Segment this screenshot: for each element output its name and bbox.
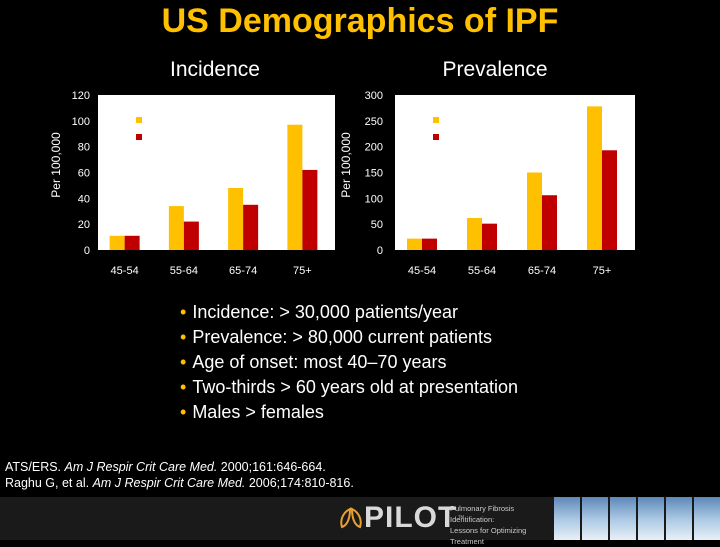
legend-label-female: Female xyxy=(149,132,186,144)
reference-1: ATS/ERS. Am J Respir Crit Care Med. 2000… xyxy=(5,460,326,474)
y-tick-label: 20 xyxy=(78,219,90,231)
y-tick-label: 60 xyxy=(78,168,90,180)
y-tick-label: 0 xyxy=(84,245,90,257)
bar-female-55-64 xyxy=(482,223,497,250)
x-tick-label: 75+ xyxy=(293,265,312,277)
bar-female-55-64 xyxy=(183,221,199,250)
bullet-item: • Age of onset: most 40–70 years xyxy=(180,352,447,372)
y-tick-label: 200 xyxy=(365,142,383,154)
legend-label-male: Male xyxy=(149,115,173,127)
bullet-item: • Males > females xyxy=(180,402,324,422)
bar-charts: 0 20 40 60 80 100 120 Per 100,000 45-54 55-64 65-7… xyxy=(49,90,635,277)
incidence-chart-title: Incidence xyxy=(170,58,260,81)
bar-male-55-64 xyxy=(467,217,482,250)
slide-title: US Demographics of IPF xyxy=(161,2,559,40)
y-tick-label: 100 xyxy=(365,193,383,205)
legend-swatch-female xyxy=(433,134,439,140)
bar-female-75+ xyxy=(602,150,617,250)
x-tick-label: 55-64 xyxy=(468,265,496,277)
y-tick-label: 40 xyxy=(78,193,90,205)
bar-female-75+ xyxy=(302,169,318,250)
key-facts-list: • Incidence: > 30,000 patients/year • Prev… xyxy=(180,300,518,425)
legend-swatch-male xyxy=(136,117,142,123)
legend-swatch-female xyxy=(136,134,142,140)
legend-swatch-male xyxy=(433,117,439,123)
x-tick-label: 55-64 xyxy=(170,265,198,277)
bar-female-65-74 xyxy=(243,204,259,250)
prevalence-chart-title: Prevalence xyxy=(442,58,548,81)
bullet-item: • Prevalence: > 80,000 current patients xyxy=(180,327,493,347)
bar-female-45-54 xyxy=(124,235,140,250)
x-tick-label: 45-54 xyxy=(111,265,139,277)
y-tick-label: 100 xyxy=(72,116,90,128)
y-axis-label: Per 100,000 xyxy=(49,132,63,198)
x-tick-label: 45-54 xyxy=(408,265,436,277)
logo-text: PILOT xyxy=(364,501,458,534)
legend-label-male: Male xyxy=(446,115,470,127)
bar-male-45-54 xyxy=(407,238,422,250)
reference-2: Raghu G, et al. Am J Respir Crit Care Me… xyxy=(5,476,354,490)
pilot-logo: PILOT ™ xyxy=(338,500,464,536)
bar-female-65-74 xyxy=(542,195,557,250)
y-tick-label: 300 xyxy=(365,90,383,102)
bar-male-45-54 xyxy=(109,235,125,250)
y-tick-label: 120 xyxy=(72,90,90,102)
footer-bar: PILOT ™ Pulmonary Fibrosis Identification… xyxy=(0,497,720,546)
bar-male-65-74 xyxy=(527,172,542,250)
x-tick-label: 65-74 xyxy=(528,265,556,277)
bullet-item: • Two-thirds > 60 years old at presentati… xyxy=(180,377,518,397)
y-tick-label: 250 xyxy=(365,116,383,128)
sky-photo-strip xyxy=(552,497,720,540)
y-tick-label: 80 xyxy=(78,142,90,154)
bar-female-45-54 xyxy=(422,238,437,250)
y-axis-label: Per 100,000 xyxy=(339,132,353,198)
legend-label-female: Female xyxy=(446,132,483,144)
bar-male-65-74 xyxy=(228,188,244,250)
lungs-icon xyxy=(340,507,362,529)
bar-male-55-64 xyxy=(168,206,184,250)
bar-male-75+ xyxy=(587,106,602,250)
logo-tagline: Pulmonary Fibrosis Identification: Lesso… xyxy=(450,504,527,546)
logo-trademark: ™ xyxy=(457,514,465,522)
references: ATS/ERS. Am J Respir Crit Care Med. 2000… xyxy=(5,459,354,491)
x-tick-label: 65-74 xyxy=(229,265,257,277)
x-tick-label: 75+ xyxy=(593,265,612,277)
bar-male-75+ xyxy=(287,124,303,250)
y-tick-label: 50 xyxy=(371,219,383,231)
bullet-item: • Incidence: > 30,000 patients/year xyxy=(180,302,458,322)
y-tick-label: 0 xyxy=(377,245,383,257)
y-tick-label: 150 xyxy=(365,168,383,180)
